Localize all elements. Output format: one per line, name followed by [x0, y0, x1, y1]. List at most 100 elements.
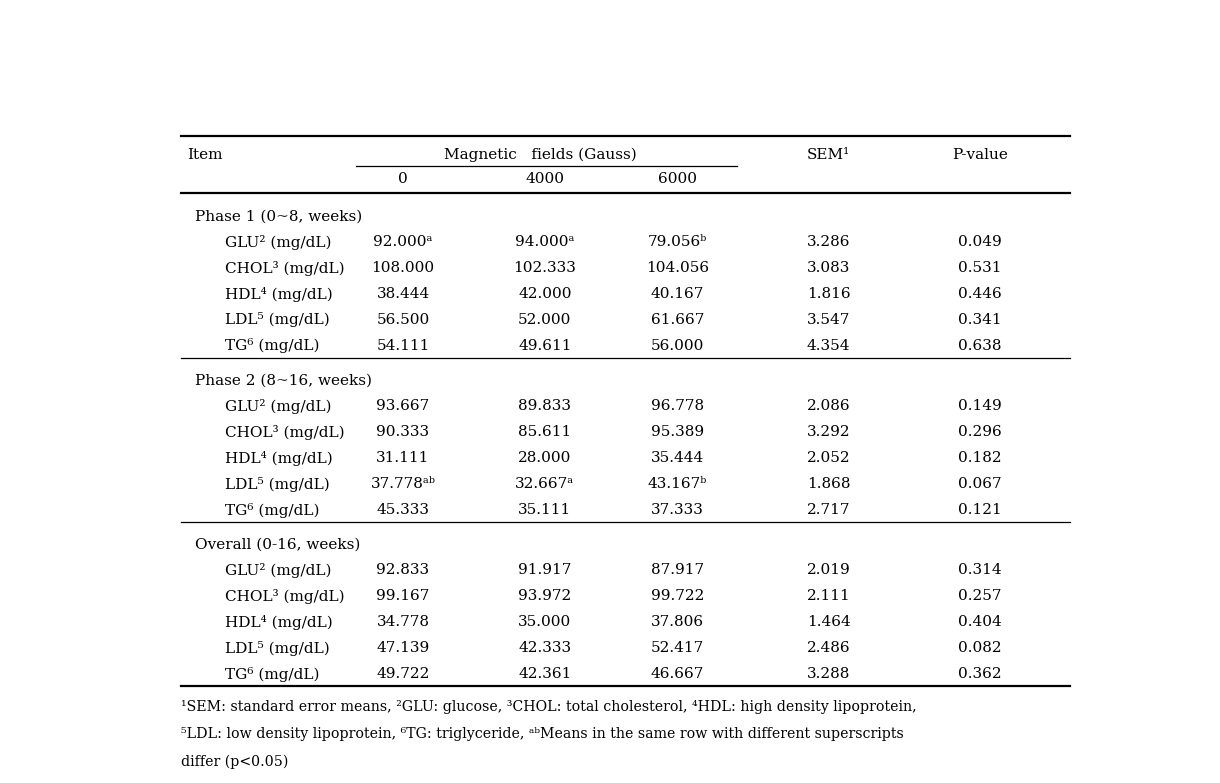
Text: 49.611: 49.611: [518, 339, 572, 353]
Text: 0.531: 0.531: [958, 261, 1002, 275]
Text: 2.019: 2.019: [806, 564, 850, 577]
Text: LDL⁵ (mg/dL): LDL⁵ (mg/dL): [226, 312, 331, 327]
Text: 45.333: 45.333: [377, 503, 429, 517]
Text: LDL⁵ (mg/dL): LDL⁵ (mg/dL): [226, 477, 331, 492]
Text: 3.083: 3.083: [806, 261, 850, 275]
Text: GLU² (mg/dL): GLU² (mg/dL): [226, 399, 332, 413]
Text: 4.354: 4.354: [806, 339, 850, 353]
Text: 42.333: 42.333: [518, 641, 571, 655]
Text: 56.000: 56.000: [650, 339, 704, 353]
Text: Phase 2 (8~16, weeks): Phase 2 (8~16, weeks): [195, 373, 372, 388]
Text: HDL⁴ (mg/dL): HDL⁴ (mg/dL): [226, 451, 333, 466]
Text: 52.417: 52.417: [650, 641, 704, 655]
Text: 0.067: 0.067: [958, 477, 1002, 491]
Text: 96.778: 96.778: [650, 399, 704, 413]
Text: 99.722: 99.722: [650, 590, 704, 604]
Text: 87.917: 87.917: [650, 564, 704, 577]
Text: 99.167: 99.167: [376, 590, 429, 604]
Text: 1.868: 1.868: [806, 477, 850, 491]
Text: 0.404: 0.404: [958, 615, 1002, 630]
Text: 42.361: 42.361: [518, 667, 571, 681]
Text: 37.806: 37.806: [650, 615, 704, 630]
Text: SEM¹: SEM¹: [806, 148, 850, 162]
Text: P-value: P-value: [952, 148, 1008, 162]
Text: 0.638: 0.638: [958, 339, 1002, 353]
Text: 38.444: 38.444: [377, 287, 429, 301]
Text: ⁵LDL: low density lipoprotein, ⁶TG: triglyceride, ᵃᵇMeans in the same row with d: ⁵LDL: low density lipoprotein, ⁶TG: trig…: [181, 727, 904, 742]
Text: 46.667: 46.667: [650, 667, 704, 681]
Text: HDL⁴ (mg/dL): HDL⁴ (mg/dL): [226, 287, 333, 301]
Text: 4000: 4000: [526, 172, 565, 186]
Text: 0.314: 0.314: [958, 564, 1002, 577]
Text: HDL⁴ (mg/dL): HDL⁴ (mg/dL): [226, 615, 333, 630]
Text: ¹SEM: standard error means, ²GLU: glucose, ³CHOL: total cholesterol, ⁴HDL: high : ¹SEM: standard error means, ²GLU: glucos…: [181, 700, 916, 714]
Text: GLU² (mg/dL): GLU² (mg/dL): [226, 563, 332, 578]
Text: 43.167ᵇ: 43.167ᵇ: [648, 477, 706, 491]
Text: 1.464: 1.464: [806, 615, 850, 630]
Text: 0.362: 0.362: [958, 667, 1002, 681]
Text: 31.111: 31.111: [376, 451, 429, 465]
Text: 102.333: 102.333: [514, 261, 576, 275]
Text: 79.056ᵇ: 79.056ᵇ: [648, 235, 706, 249]
Text: 2.717: 2.717: [806, 503, 850, 517]
Text: 32.667ᵃ: 32.667ᵃ: [515, 477, 575, 491]
Text: 54.111: 54.111: [376, 339, 429, 353]
Text: 37.333: 37.333: [650, 503, 704, 517]
Text: 3.286: 3.286: [806, 235, 850, 249]
Text: 0.121: 0.121: [958, 503, 1002, 517]
Text: 1.816: 1.816: [806, 287, 850, 301]
Text: LDL⁵ (mg/dL): LDL⁵ (mg/dL): [226, 640, 331, 655]
Text: 40.167: 40.167: [650, 287, 704, 301]
Text: GLU² (mg/dL): GLU² (mg/dL): [226, 235, 332, 250]
Text: 0.049: 0.049: [958, 235, 1002, 249]
Text: 104.056: 104.056: [645, 261, 709, 275]
Text: 90.333: 90.333: [377, 425, 429, 439]
Text: 6000: 6000: [658, 172, 697, 186]
Text: 49.722: 49.722: [376, 667, 429, 681]
Text: 35.000: 35.000: [518, 615, 571, 630]
Text: TG⁶ (mg/dL): TG⁶ (mg/dL): [226, 666, 320, 682]
Text: 3.547: 3.547: [806, 313, 850, 327]
Text: 56.500: 56.500: [377, 313, 429, 327]
Text: 93.667: 93.667: [377, 399, 429, 413]
Text: 89.833: 89.833: [518, 399, 571, 413]
Text: 108.000: 108.000: [372, 261, 434, 275]
Text: 85.611: 85.611: [518, 425, 571, 439]
Text: CHOL³ (mg/dL): CHOL³ (mg/dL): [226, 424, 345, 440]
Text: 95.389: 95.389: [650, 425, 704, 439]
Text: 42.000: 42.000: [518, 287, 572, 301]
Text: 0.149: 0.149: [958, 399, 1002, 413]
Text: 92.000ᵃ: 92.000ᵃ: [373, 235, 433, 249]
Text: 92.833: 92.833: [377, 564, 429, 577]
Text: Magnetic   fields (Gauss): Magnetic fields (Gauss): [444, 148, 637, 162]
Text: 91.917: 91.917: [518, 564, 571, 577]
Text: 34.778: 34.778: [377, 615, 429, 630]
Text: differ (p<0.05): differ (p<0.05): [181, 755, 288, 769]
Text: 37.778ᵃᵇ: 37.778ᵃᵇ: [371, 477, 436, 491]
Text: 47.139: 47.139: [377, 641, 429, 655]
Text: 3.292: 3.292: [806, 425, 850, 439]
Text: Overall (0-16, weeks): Overall (0-16, weeks): [195, 537, 360, 551]
Text: CHOL³ (mg/dL): CHOL³ (mg/dL): [226, 589, 345, 604]
Text: 2.052: 2.052: [806, 451, 850, 465]
Text: 0.257: 0.257: [958, 590, 1002, 604]
Text: 0.296: 0.296: [958, 425, 1002, 439]
Text: 0.182: 0.182: [958, 451, 1002, 465]
Text: 0.341: 0.341: [958, 313, 1002, 327]
Text: CHOL³ (mg/dL): CHOL³ (mg/dL): [226, 261, 345, 276]
Text: Phase 1 (0~8, weeks): Phase 1 (0~8, weeks): [195, 209, 362, 223]
Text: 2.486: 2.486: [806, 641, 850, 655]
Text: 0.082: 0.082: [958, 641, 1002, 655]
Text: 0: 0: [398, 172, 407, 186]
Text: Item: Item: [187, 148, 222, 162]
Text: 94.000ᵃ: 94.000ᵃ: [515, 235, 575, 249]
Text: 61.667: 61.667: [650, 313, 704, 327]
Text: 35.444: 35.444: [650, 451, 704, 465]
Text: 2.111: 2.111: [806, 590, 850, 604]
Text: 28.000: 28.000: [518, 451, 571, 465]
Text: TG⁶ (mg/dL): TG⁶ (mg/dL): [226, 338, 320, 353]
Text: 52.000: 52.000: [518, 313, 571, 327]
Text: 3.288: 3.288: [806, 667, 850, 681]
Text: TG⁶ (mg/dL): TG⁶ (mg/dL): [226, 503, 320, 518]
Text: 0.446: 0.446: [958, 287, 1002, 301]
